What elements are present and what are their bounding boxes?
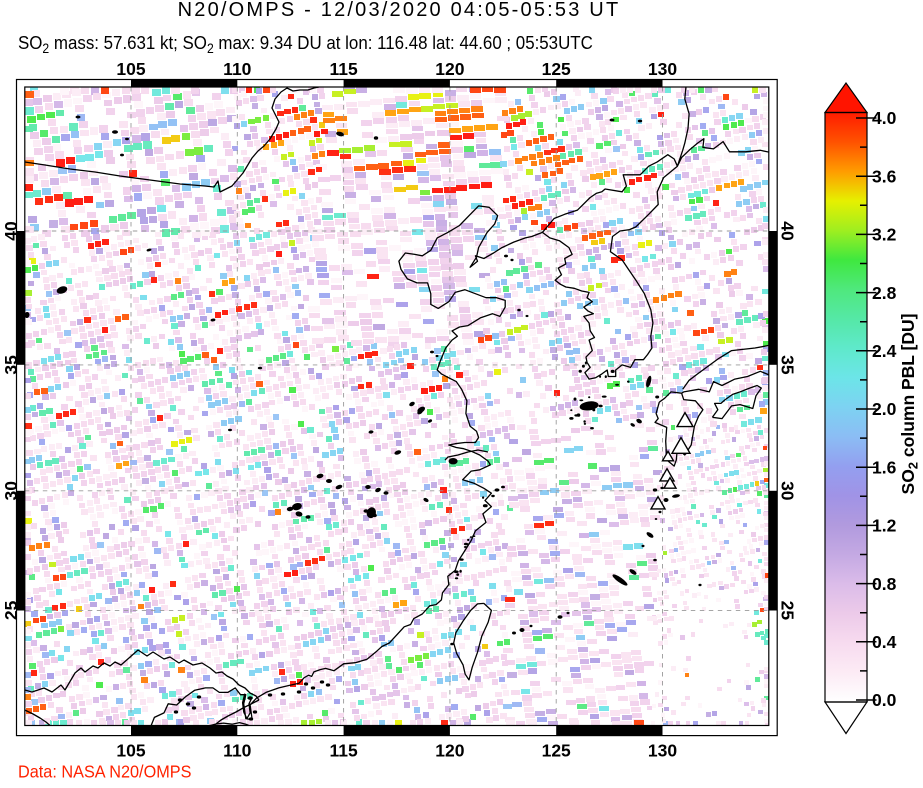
svg-text:40: 40 [777, 221, 797, 241]
svg-text:110: 110 [223, 741, 251, 761]
svg-text:35: 35 [777, 355, 797, 375]
svg-text:1.2: 1.2 [872, 516, 897, 536]
svg-text:40: 40 [1, 221, 21, 241]
svg-text:2.4: 2.4 [872, 341, 897, 361]
svg-text:4.0: 4.0 [872, 108, 897, 128]
svg-text:35: 35 [1, 355, 21, 375]
svg-text:120: 120 [435, 741, 464, 761]
svg-text:3.6: 3.6 [872, 166, 897, 186]
svg-text:SO2 column PBL [DU]: SO2 column PBL [DU] [898, 314, 921, 495]
svg-text:3.2: 3.2 [872, 225, 897, 245]
svg-text:N20/OMPS - 12/03/2020 04:05-05: N20/OMPS - 12/03/2020 04:05-05:53 UT [178, 0, 621, 21]
svg-text:Data: NASA N20/OMPS: Data: NASA N20/OMPS [18, 762, 191, 782]
svg-text:1.6: 1.6 [872, 457, 897, 477]
svg-text:130: 130 [648, 59, 677, 79]
svg-text:25: 25 [1, 600, 21, 620]
svg-text:110: 110 [223, 59, 251, 79]
svg-text:120: 120 [435, 59, 464, 79]
svg-text:115: 115 [329, 59, 357, 79]
svg-text:SO2 mass: 57.631 kt; SO2 max:: SO2 mass: 57.631 kt; SO2 max: 9.34 DU at… [18, 32, 593, 56]
svg-text:30: 30 [777, 481, 797, 501]
svg-text:115: 115 [329, 741, 357, 761]
svg-text:105: 105 [116, 59, 145, 79]
svg-text:30: 30 [1, 481, 21, 501]
svg-text:125: 125 [542, 741, 571, 761]
svg-text:0.8: 0.8 [872, 574, 897, 594]
svg-text:2.8: 2.8 [872, 283, 897, 303]
svg-text:0.4: 0.4 [872, 632, 897, 652]
svg-text:2.0: 2.0 [872, 399, 897, 419]
svg-text:25: 25 [777, 601, 797, 621]
svg-text:105: 105 [116, 741, 145, 761]
svg-text:130: 130 [648, 741, 677, 761]
svg-text:0.0: 0.0 [872, 690, 897, 710]
svg-text:125: 125 [542, 59, 571, 79]
